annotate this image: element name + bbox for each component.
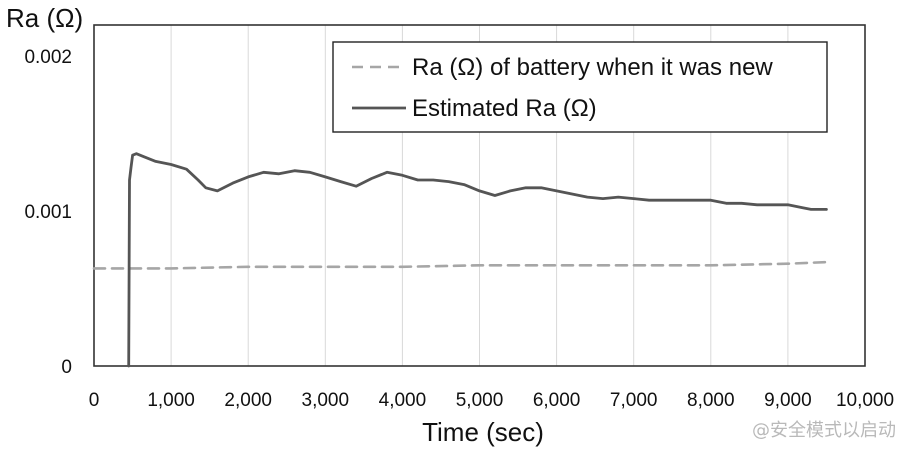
series-layer	[92, 152, 828, 368]
x-tick-label-9: 9,000	[764, 390, 812, 411]
series-line-0	[92, 260, 828, 270]
x-tick-label-6: 6,000	[533, 390, 581, 411]
y-tick-label-1: 0.001	[24, 202, 72, 223]
y-tick-label-0: 0	[61, 357, 72, 378]
y-axis-title: Ra (Ω)	[6, 3, 83, 33]
x-tick-label-0: 0	[89, 390, 100, 411]
x-tick-label-2: 2,000	[224, 390, 272, 411]
legend-label-estimated: Estimated Ra (Ω)	[412, 95, 597, 122]
x-tick-label-10: 10,000	[836, 390, 894, 411]
plot-area	[93, 24, 866, 367]
x-tick-label-7: 7,000	[610, 390, 658, 411]
x-tick-label-3: 3,000	[302, 390, 350, 411]
y-tick-labels: 0 0.001 0.002	[24, 47, 72, 378]
legend-box	[332, 41, 828, 133]
watermark: @安全模式以启动	[752, 420, 896, 441]
x-tick-label-4: 4,000	[379, 390, 427, 411]
y-tick-label-2: 0.002	[24, 47, 72, 68]
x-tick-label-8: 8,000	[687, 390, 735, 411]
legend: Ra (Ω) of battery when it was new Estima…	[332, 41, 828, 133]
x-tick-labels: 0 1,000 2,000 3,000 4,000 5,000 6,000 7,000 8,00…	[89, 390, 894, 411]
x-axis-title: Time (sec)	[422, 417, 544, 447]
series-line-1	[127, 152, 828, 368]
x-tick-label-1: 1,000	[147, 390, 195, 411]
legend-label-new-battery: Ra (Ω) of battery when it was new	[412, 54, 773, 81]
x-tick-label-5: 5,000	[456, 390, 504, 411]
